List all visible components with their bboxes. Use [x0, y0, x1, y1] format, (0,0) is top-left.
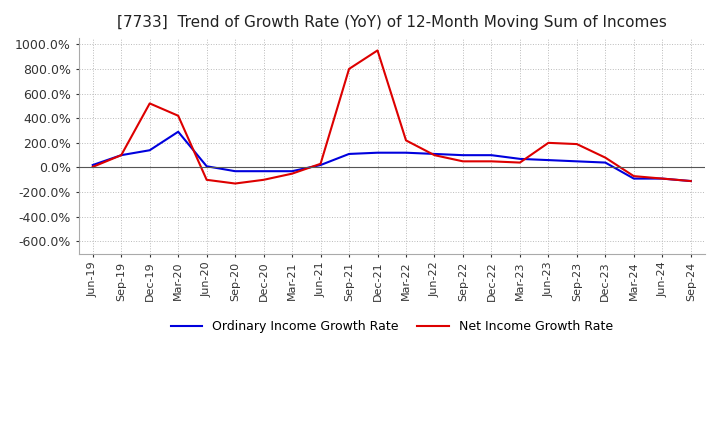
- Ordinary Income Growth Rate: [231, 169, 240, 174]
- Ordinary Income Growth Rate: [629, 176, 638, 181]
- Legend: Ordinary Income Growth Rate, Net Income Growth Rate: Ordinary Income Growth Rate, Net Income …: [166, 315, 618, 338]
- Net Income Growth Rate: [89, 164, 97, 169]
- Net Income Growth Rate: [629, 173, 638, 179]
- Net Income Growth Rate: [544, 140, 553, 146]
- Net Income Growth Rate: [658, 176, 667, 181]
- Title: [7733]  Trend of Growth Rate (YoY) of 12-Month Moving Sum of Incomes: [7733] Trend of Growth Rate (YoY) of 12-…: [117, 15, 667, 30]
- Ordinary Income Growth Rate: [516, 156, 524, 161]
- Net Income Growth Rate: [487, 159, 496, 164]
- Net Income Growth Rate: [117, 153, 125, 158]
- Net Income Growth Rate: [572, 141, 581, 147]
- Net Income Growth Rate: [459, 159, 467, 164]
- Ordinary Income Growth Rate: [430, 151, 438, 157]
- Net Income Growth Rate: [316, 161, 325, 166]
- Ordinary Income Growth Rate: [316, 162, 325, 168]
- Ordinary Income Growth Rate: [174, 129, 182, 134]
- Net Income Growth Rate: [174, 113, 182, 118]
- Ordinary Income Growth Rate: [117, 153, 125, 158]
- Ordinary Income Growth Rate: [288, 169, 297, 174]
- Ordinary Income Growth Rate: [202, 164, 211, 169]
- Net Income Growth Rate: [345, 66, 354, 72]
- Ordinary Income Growth Rate: [145, 147, 154, 153]
- Ordinary Income Growth Rate: [487, 153, 496, 158]
- Ordinary Income Growth Rate: [459, 153, 467, 158]
- Ordinary Income Growth Rate: [373, 150, 382, 155]
- Net Income Growth Rate: [202, 177, 211, 183]
- Ordinary Income Growth Rate: [686, 178, 695, 183]
- Line: Ordinary Income Growth Rate: Ordinary Income Growth Rate: [93, 132, 690, 181]
- Net Income Growth Rate: [601, 155, 610, 160]
- Net Income Growth Rate: [288, 171, 297, 176]
- Net Income Growth Rate: [259, 177, 268, 183]
- Line: Net Income Growth Rate: Net Income Growth Rate: [93, 51, 690, 183]
- Ordinary Income Growth Rate: [572, 159, 581, 164]
- Net Income Growth Rate: [516, 160, 524, 165]
- Net Income Growth Rate: [373, 48, 382, 53]
- Net Income Growth Rate: [430, 153, 438, 158]
- Net Income Growth Rate: [231, 181, 240, 186]
- Ordinary Income Growth Rate: [259, 169, 268, 174]
- Ordinary Income Growth Rate: [89, 162, 97, 168]
- Net Income Growth Rate: [402, 138, 410, 143]
- Ordinary Income Growth Rate: [658, 176, 667, 181]
- Ordinary Income Growth Rate: [402, 150, 410, 155]
- Ordinary Income Growth Rate: [345, 151, 354, 157]
- Ordinary Income Growth Rate: [601, 160, 610, 165]
- Net Income Growth Rate: [145, 101, 154, 106]
- Ordinary Income Growth Rate: [544, 158, 553, 163]
- Net Income Growth Rate: [686, 178, 695, 183]
